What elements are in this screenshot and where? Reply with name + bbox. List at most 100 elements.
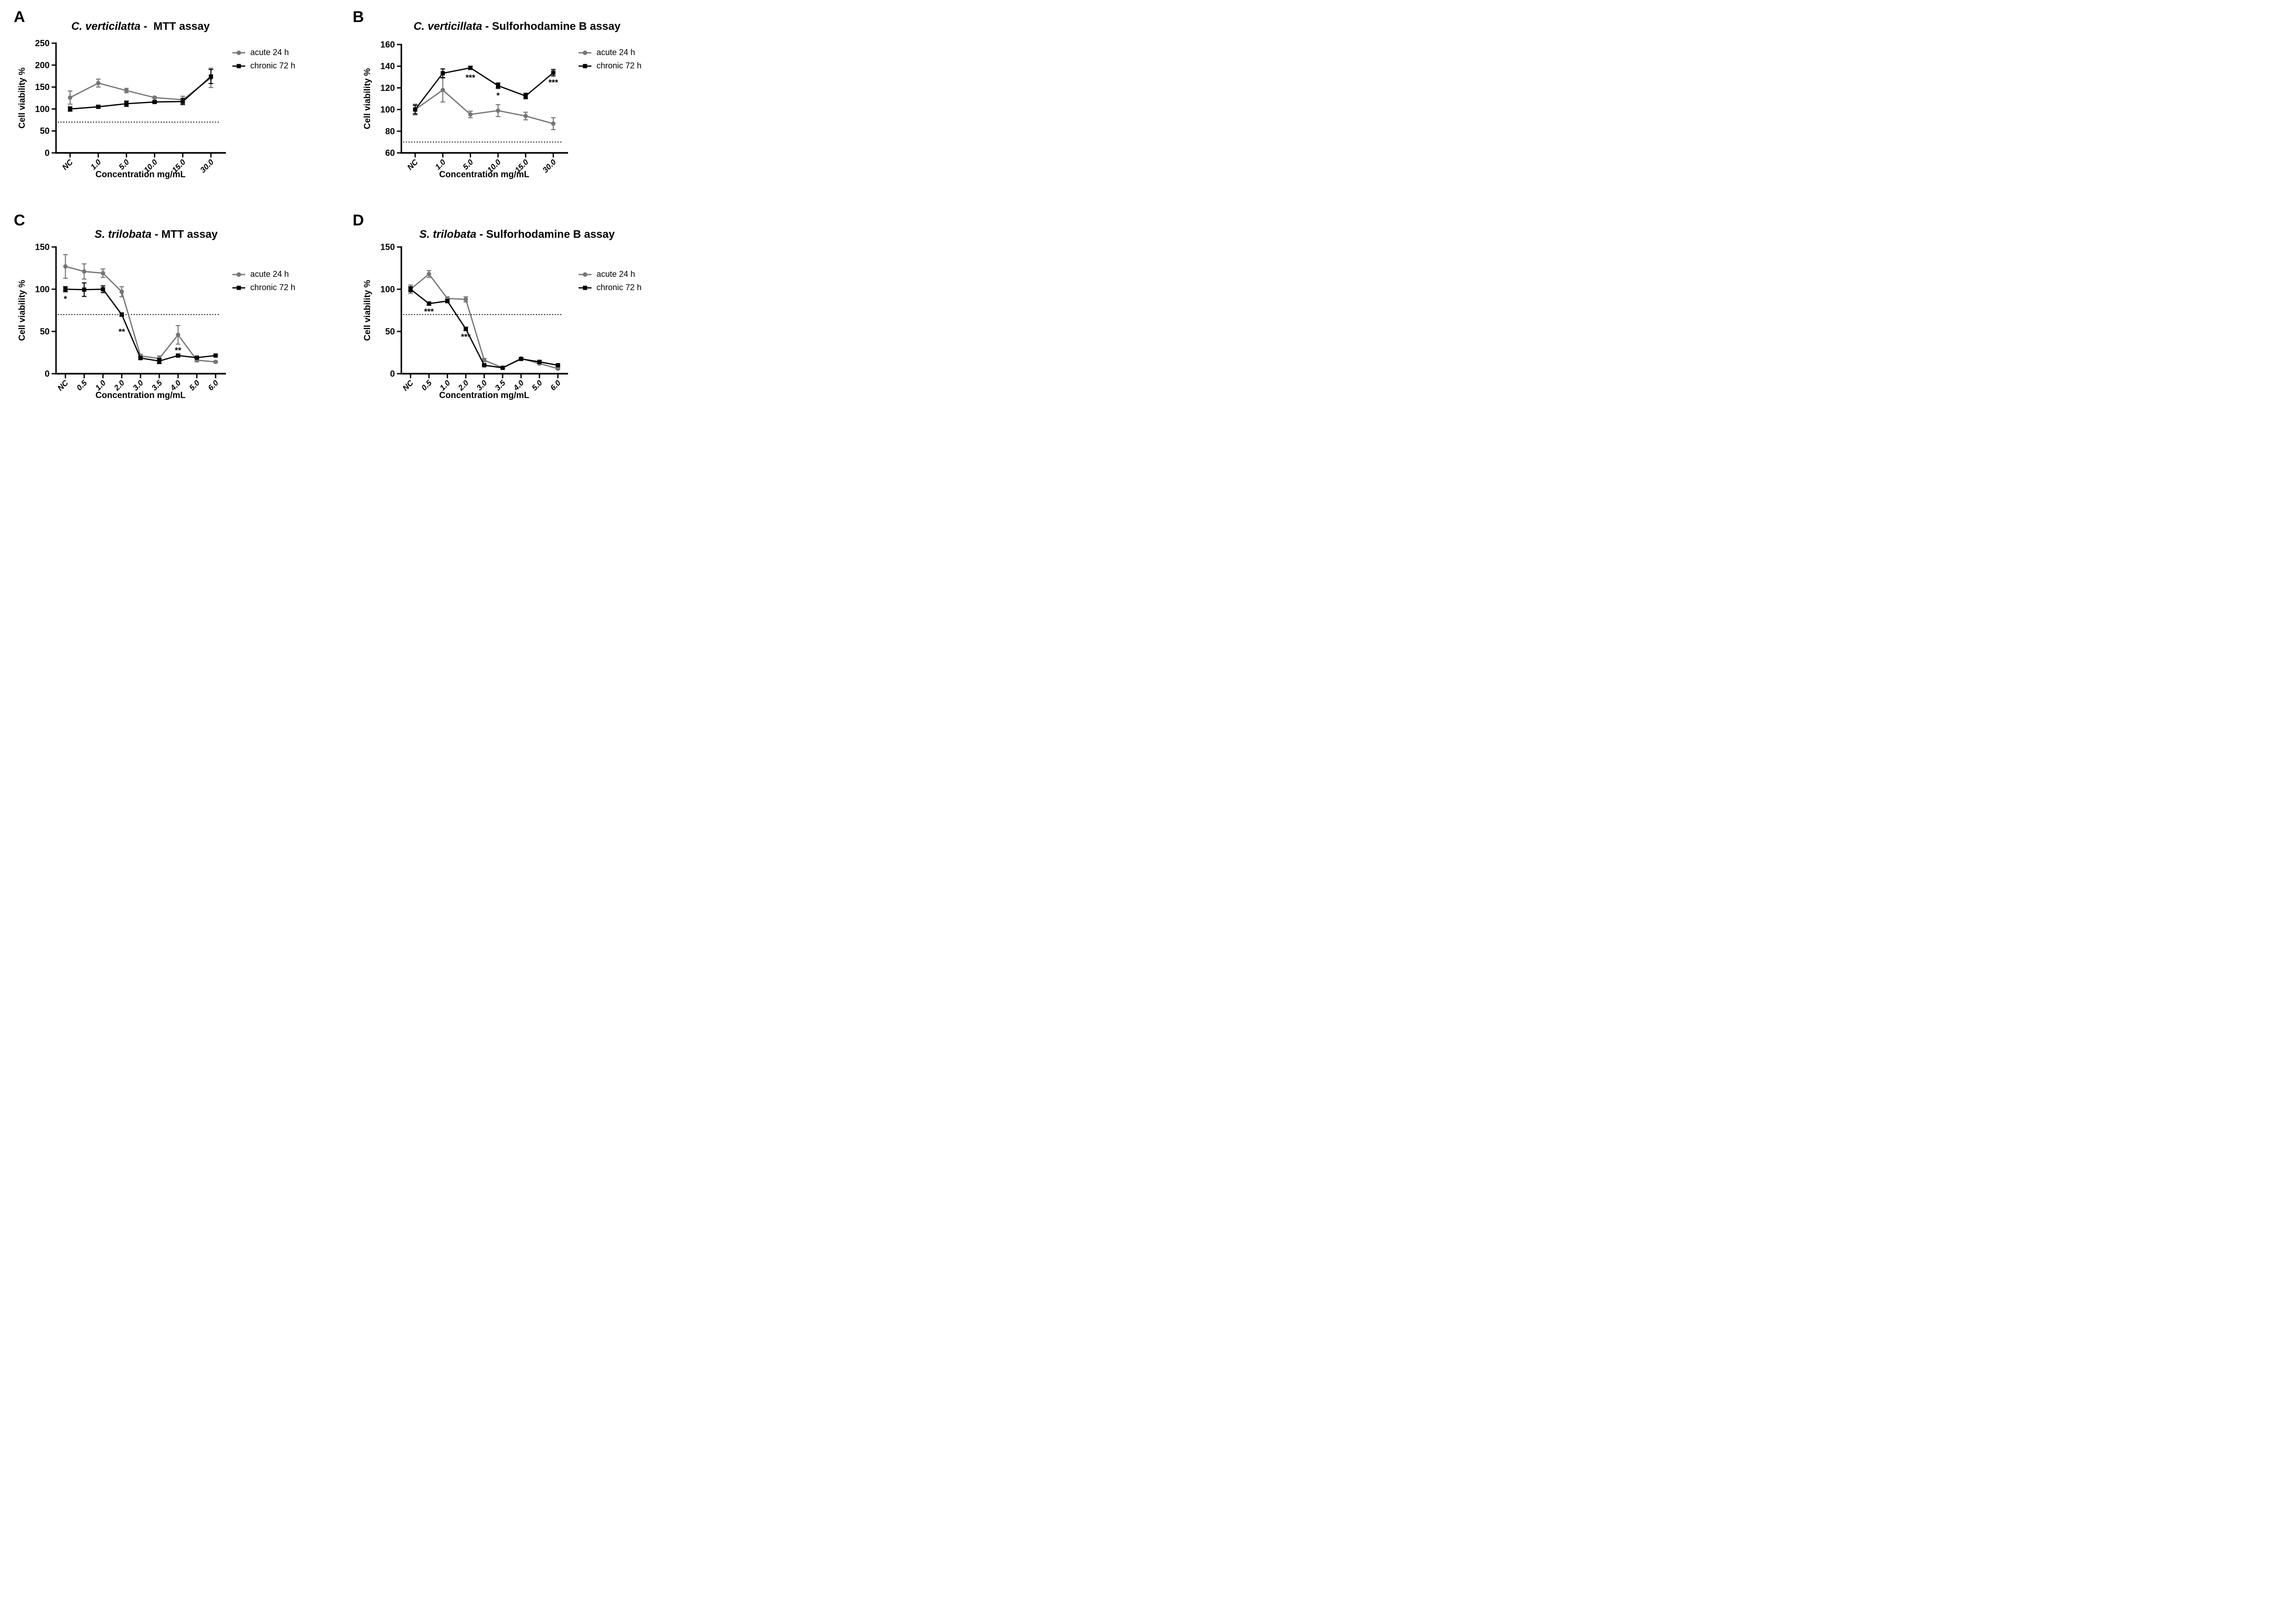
legend-label-acute: acute 24 h: [250, 269, 289, 279]
svg-text:100: 100: [35, 105, 50, 114]
chronic-line-square-icon: [232, 285, 245, 290]
legend-item-acute: acute 24 h: [232, 268, 295, 281]
svg-text:5.0: 5.0: [117, 157, 131, 172]
panel-title-b: C. verticillata - Sulforhodamine B assay: [375, 20, 653, 33]
legend-item-chronic: chronic 72 h: [578, 281, 642, 294]
panel-letter-b: B: [353, 8, 364, 26]
svg-text:Cell viability %: Cell viability %: [17, 67, 27, 129]
svg-text:3.5: 3.5: [150, 378, 164, 393]
svg-text:5.0: 5.0: [187, 378, 202, 393]
legend-label-chronic: chronic 72 h: [250, 61, 296, 70]
svg-text:1.0: 1.0: [438, 378, 452, 393]
chronic-line-square-icon: [232, 63, 245, 68]
acute-line-circle-icon: [232, 50, 245, 55]
svg-text:1.0: 1.0: [89, 157, 103, 172]
svg-text:0: 0: [390, 370, 395, 379]
assay-name-c: - MTT assay: [151, 228, 218, 241]
acute-line-circle-icon: [579, 272, 591, 277]
assay-name-b: - Sulforhodamine B assay: [482, 20, 621, 33]
chronic-line-square-icon: [579, 285, 591, 290]
legend-d: acute 24 h chronic 72 h: [578, 268, 642, 294]
panel-d: 0 50 100 150 NC 0.5 1.0 2.0 3.0 3.5 4.0 5.0 6.0 Cell …: [326, 200, 653, 400]
svg-text:0: 0: [45, 370, 50, 379]
svg-text:Concentration mg/mL: Concentration mg/mL: [96, 391, 186, 400]
svg-text:NC: NC: [56, 378, 70, 393]
svg-text:Cell viability %: Cell viability %: [363, 68, 372, 129]
panel-letter-c: C: [14, 212, 25, 229]
svg-text:Concentration mg/mL: Concentration mg/mL: [96, 170, 186, 180]
svg-text:0.5: 0.5: [75, 378, 89, 393]
svg-text:Cell viability %: Cell viability %: [363, 280, 372, 341]
legend-label-chronic: chronic 72 h: [597, 283, 642, 292]
assay-name-a: - MTT assay: [141, 20, 210, 33]
svg-text:Cell viability %: Cell viability %: [17, 280, 27, 341]
svg-text:250: 250: [35, 39, 50, 49]
svg-text:200: 200: [35, 61, 50, 70]
panel-c: 0 50 100 150 NC 0.5 1.0 2.0 3.0 3.5 4.0 5.0 6.0 Cell …: [0, 200, 326, 400]
svg-text:6.0: 6.0: [206, 378, 220, 393]
svg-text:Concentration mg/mL: Concentration mg/mL: [439, 170, 529, 180]
legend-label-chronic: chronic 72 h: [597, 61, 642, 70]
legend-label-acute: acute 24 h: [250, 48, 289, 57]
svg-text:**: **: [175, 346, 181, 355]
svg-text:50: 50: [40, 127, 50, 136]
acute-line-circle-icon: [579, 50, 591, 55]
legend-item-acute: acute 24 h: [578, 268, 642, 281]
svg-text:5.0: 5.0: [530, 378, 545, 393]
legend-label-acute: acute 24 h: [597, 269, 636, 279]
svg-text:100: 100: [35, 285, 50, 295]
svg-text:160: 160: [380, 40, 395, 50]
svg-text:1.0: 1.0: [433, 157, 448, 172]
svg-text:150: 150: [35, 243, 50, 252]
svg-text:100: 100: [380, 105, 395, 115]
figure-cell-viability-panels: 0 50 100 150 200 250 NC 1.0 5.0 10.0 15.0 30.0 Cell …: [0, 0, 653, 400]
panel-a: 0 50 100 150 200 250 NC 1.0 5.0 10.0 15.0 30.0 Cell …: [0, 0, 326, 200]
svg-text:NC: NC: [405, 157, 420, 172]
svg-text:1.0: 1.0: [94, 378, 108, 393]
svg-text:150: 150: [380, 243, 395, 252]
svg-text:3.5: 3.5: [493, 378, 507, 393]
panel-b: 60 80 100 120 140 160 NC 1.0 5.0 10.0 15.0 30.0 Cell…: [326, 0, 653, 200]
svg-text:3.0: 3.0: [131, 378, 146, 393]
svg-text:***: ***: [466, 73, 475, 83]
svg-text:30.0: 30.0: [541, 157, 558, 174]
legend-item-acute: acute 24 h: [232, 46, 295, 59]
svg-text:**: **: [118, 327, 125, 337]
legend-a: acute 24 h chronic 72 h: [232, 46, 295, 73]
svg-text:30.0: 30.0: [198, 157, 215, 174]
svg-text:NC: NC: [401, 378, 415, 393]
panel-title-a: C. verticilatta - MTT assay: [0, 20, 283, 33]
assay-name-d: - Sulforhodamine B assay: [476, 228, 615, 241]
panel-title-d: S. trilobata - Sulforhodamine B assay: [375, 228, 653, 241]
svg-text:*: *: [496, 91, 500, 101]
svg-text:Concentration mg/mL: Concentration mg/mL: [439, 391, 529, 400]
legend-label-acute: acute 24 h: [597, 48, 636, 57]
svg-text:100: 100: [380, 285, 395, 295]
legend-item-chronic: chronic 72 h: [232, 59, 295, 73]
legend-c: acute 24 h chronic 72 h: [232, 268, 295, 294]
legend-b: acute 24 h chronic 72 h: [578, 46, 642, 73]
svg-text:50: 50: [40, 327, 50, 337]
svg-text:140: 140: [380, 62, 395, 72]
legend-label-chronic: chronic 72 h: [250, 283, 296, 292]
svg-text:3.0: 3.0: [475, 378, 489, 393]
panel-title-c: S. trilobata - MTT assay: [14, 228, 298, 241]
svg-text:*: *: [64, 294, 67, 303]
svg-text:60: 60: [385, 149, 395, 158]
legend-item-chronic: chronic 72 h: [232, 281, 295, 294]
svg-text:***: ***: [548, 78, 558, 87]
legend-item-acute: acute 24 h: [578, 46, 642, 59]
svg-text:6.0: 6.0: [549, 378, 563, 393]
svg-text:80: 80: [385, 127, 395, 136]
chronic-line-square-icon: [579, 63, 591, 68]
species-name-b: C. verticillata: [413, 20, 482, 33]
svg-text:NC: NC: [61, 157, 75, 172]
svg-text:***: ***: [461, 332, 471, 342]
acute-line-circle-icon: [232, 272, 245, 277]
svg-text:50: 50: [385, 327, 395, 337]
species-name-a: C. verticilatta: [71, 20, 141, 33]
svg-text:***: ***: [424, 307, 434, 316]
